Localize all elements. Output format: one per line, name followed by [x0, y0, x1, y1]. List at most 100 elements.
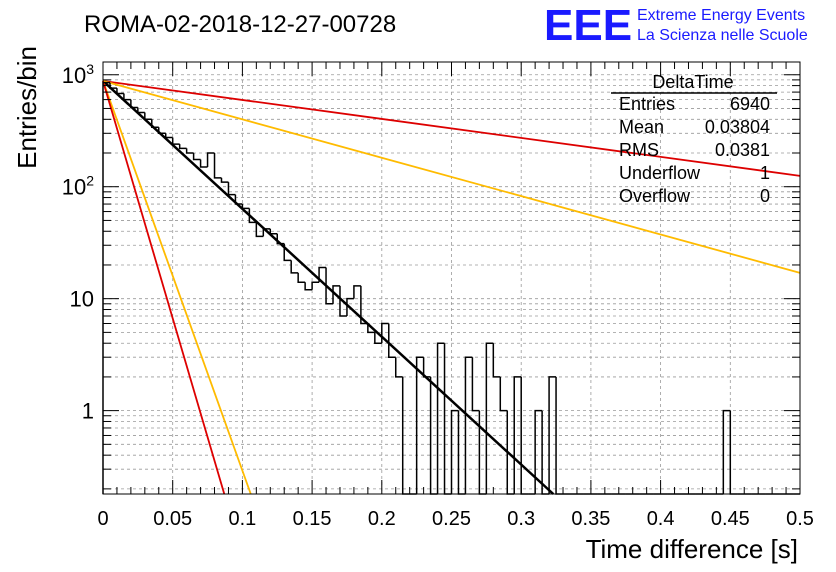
histogram-bin [269, 228, 278, 235]
x-tick-label: 0.2 [368, 508, 396, 530]
histogram-bin [394, 357, 403, 378]
reference-line [102, 80, 226, 495]
histogram-bin [339, 285, 347, 317]
eee-logo-mark: EEE [544, 1, 632, 50]
histogram-bin [353, 285, 361, 299]
histogram-bin [374, 332, 382, 344]
histogram-bin [325, 267, 334, 305]
histogram-bin [116, 88, 124, 95]
x-tick-label: 0.3 [507, 508, 535, 530]
histogram-bin [213, 153, 222, 179]
y-tick-label: 102 [62, 173, 94, 200]
histogram-bin [541, 410, 550, 495]
stats-row-value: 1 [760, 163, 770, 183]
histogram-bin [499, 376, 508, 412]
histogram-bin [171, 137, 180, 145]
stats-row-label: Overflow [619, 186, 691, 206]
stats-box: DeltaTime Entries 6940 Mean 0.03804 RMS 0.038… [611, 72, 777, 206]
histogram-bin [206, 152, 215, 167]
histogram-bin [178, 144, 187, 150]
eee-logo-line1: Extreme Energy Events [637, 7, 805, 24]
histogram-bin [297, 272, 306, 284]
y-axis-label: Entries/bin [12, 46, 42, 169]
x-tick-label: 0.1 [228, 508, 256, 530]
y-tick-label: 103 [62, 61, 94, 88]
histogram-bin [304, 282, 313, 291]
stats-row-value: 6940 [730, 94, 770, 114]
histogram-bin [227, 182, 236, 196]
histogram-bin [464, 356, 473, 494]
x-tick-label: 0.25 [432, 508, 471, 530]
histogram-bin [318, 266, 327, 283]
histogram-bin [443, 343, 452, 495]
histogram-bin [220, 177, 229, 183]
histogram-bin [492, 343, 501, 378]
histogram-bin [311, 281, 320, 290]
x-tick-label: 0.5 [786, 508, 814, 530]
stats-row-label: Entries [619, 94, 675, 114]
histogram-bin [436, 342, 445, 494]
stats-row-value: 0.0381 [715, 140, 770, 160]
stats-row-label: RMS [619, 140, 659, 160]
histogram-bin [164, 133, 173, 139]
histogram-bin [729, 410, 738, 495]
histogram-bin [415, 356, 424, 494]
x-tick-label: 0.05 [153, 508, 192, 530]
y-tick-label: 1 [82, 399, 94, 424]
histogram-bin [513, 376, 522, 494]
histogram-bin [144, 112, 152, 121]
stats-row-value: 0 [760, 186, 770, 206]
histogram-bin [262, 228, 271, 237]
histogram-bin [283, 243, 292, 262]
histogram-bin [234, 194, 243, 205]
histogram-bin [276, 233, 285, 245]
histogram-bin [422, 357, 431, 378]
axis-ticks [102, 62, 801, 494]
histogram-bin [485, 342, 494, 494]
histogram-bin [534, 409, 543, 494]
histogram-bin [123, 93, 131, 101]
x-tick-label: 0.35 [571, 508, 610, 530]
histogram-bin [360, 285, 368, 325]
x-tick-label: 0.45 [711, 508, 750, 530]
chart-title: ROMA-02-2018-12-27-00728 [84, 11, 396, 38]
histogram-bin [130, 99, 138, 109]
reference-line [102, 80, 801, 177]
histogram-bin [192, 153, 201, 161]
histogram-bin [478, 410, 487, 495]
histogram-bin [381, 322, 389, 344]
x-tick-label: 0.15 [293, 508, 332, 530]
eee-logo-line2: La Scienza nelle Scuole [637, 27, 808, 44]
histogram-bin [457, 410, 466, 495]
x-tick-labels: 0 0.05 0.1 0.15 0.2 0.25 0.3 0.35 0.4 0.45 0.5 [97, 508, 813, 530]
reference-line [102, 80, 801, 274]
histogram-bin [471, 357, 480, 412]
histogram-bin [450, 409, 459, 494]
histogram-bin [332, 285, 340, 304]
fit-line [102, 80, 555, 495]
histogram-bin [185, 148, 194, 154]
histogram-bin [290, 260, 299, 274]
histogram-bin [102, 81, 110, 494]
histogram-bin [158, 127, 166, 135]
histogram-bin [137, 107, 145, 114]
histogram-bin [548, 376, 557, 494]
histogram-bin [722, 409, 731, 494]
x-axis-label: Time difference [s] [586, 534, 798, 564]
histogram-bin [388, 323, 396, 358]
eee-logo: EEE Extreme Energy Events La Scienza nel… [544, 1, 808, 50]
y-tick-label: 10 [70, 287, 94, 312]
histogram-bin [367, 323, 375, 334]
stats-row-label: Underflow [619, 163, 701, 183]
x-tick-label: 0 [97, 508, 108, 530]
fit-lines [102, 80, 801, 495]
histogram-bin [151, 119, 159, 128]
histogram-bin [248, 208, 257, 224]
stats-row-label: Mean [619, 117, 664, 137]
stats-row-value: 0.03804 [705, 117, 770, 137]
histogram-bin [346, 297, 354, 317]
stats-title: DeltaTime [652, 72, 733, 92]
reference-line [102, 80, 252, 495]
histogram-bin [109, 82, 117, 89]
